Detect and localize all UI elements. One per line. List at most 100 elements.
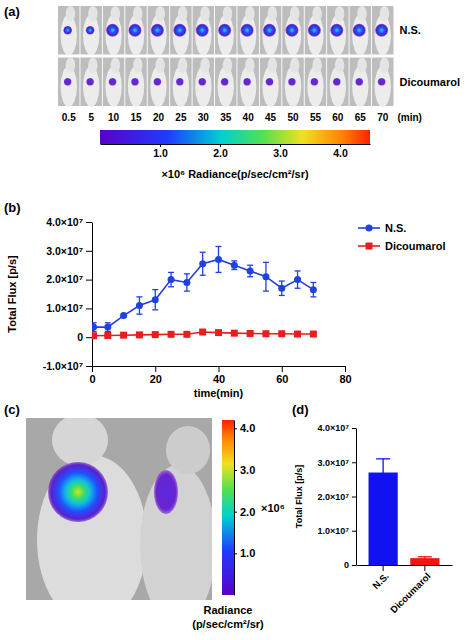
photo-background: [148, 6, 170, 54]
mouse-head: [66, 6, 75, 22]
mouse-head: [200, 6, 209, 22]
tick-mark: [352, 497, 356, 498]
mouse-head: [268, 58, 277, 74]
tick: 40: [213, 366, 225, 385]
error-bar: [263, 262, 269, 291]
tick-label: 1.0: [240, 547, 255, 559]
mouse-head: [133, 58, 142, 74]
photo: [26, 418, 212, 600]
photo-background: [305, 58, 327, 106]
marker: [136, 302, 143, 309]
photo-background: [215, 6, 237, 54]
error-bar: [216, 246, 222, 272]
mouse-image: [148, 6, 170, 55]
legend-label: N.S.: [385, 222, 406, 234]
tick: 0: [344, 560, 356, 570]
mouse-image: [125, 58, 147, 107]
mouse-head: [111, 58, 120, 74]
luminescence-spot: [196, 24, 209, 37]
tick-mark: [86, 366, 92, 367]
mouse-head: [380, 6, 389, 22]
error-bar: [152, 290, 158, 310]
mouse-head: [312, 58, 321, 74]
panel-d: (d)01.0×10⁷2.0×10⁷3.0×10⁷4.0×10⁷N.S.Dico…: [292, 402, 453, 615]
photo-background: [193, 6, 215, 54]
photo-background: [148, 58, 170, 106]
mouse-image: [170, 6, 192, 55]
luminescence-spot: [378, 78, 386, 86]
tick-label: 60: [276, 373, 288, 385]
tick-label: 3.0×10⁷: [318, 458, 350, 468]
mouse-image: [260, 58, 282, 107]
mouse-head: [245, 6, 254, 22]
mouse-head: [155, 58, 164, 74]
photo-background: [282, 58, 304, 106]
photo-background: [282, 6, 304, 54]
photo-background: [215, 58, 237, 106]
error-bar: [168, 272, 174, 286]
tick-label: 4.0×10⁷: [318, 423, 350, 433]
luminescence-spot: [333, 78, 341, 86]
luminescence-spot: [173, 24, 186, 37]
error-bar: [295, 271, 301, 288]
marker: [120, 332, 127, 339]
mouse-image: [350, 6, 372, 55]
time-label: 30: [198, 112, 210, 123]
mouse-head: [312, 6, 321, 22]
luminescence-spot: [176, 78, 184, 86]
tick-mark: [352, 531, 356, 532]
mouse-image: [237, 58, 259, 107]
luminescence-spot: [198, 78, 206, 86]
legend-marker: [366, 243, 373, 250]
axis: 0 1.0×10⁷ 2.0×10⁷ 3.0×10⁷ 4.0×10⁷: [318, 423, 357, 570]
luminescence-spot: [106, 24, 119, 37]
photo-background: [103, 6, 125, 54]
mouse-head: [66, 58, 75, 74]
tick-label: 4.0: [240, 422, 255, 434]
tick-label: 1.0×10⁷: [318, 526, 350, 536]
legend-label: Dicoumarol: [385, 240, 446, 252]
tick-label: 0: [344, 560, 349, 570]
axis-line: [101, 144, 371, 145]
tick-mark: [234, 553, 237, 554]
luminescence-spot: [154, 78, 162, 86]
marker: [278, 285, 285, 292]
photo-background: [80, 58, 102, 106]
marker: [247, 267, 254, 274]
tick-mark: [352, 565, 356, 566]
photo-background: [237, 6, 259, 54]
luminescence-spot: [129, 24, 142, 37]
tick-label: 0: [77, 331, 83, 343]
mouse-image: [237, 6, 259, 55]
mouse-image: [372, 58, 394, 107]
tick-label: 2.0: [213, 147, 228, 159]
marker: [310, 331, 317, 338]
axis-title: (min): [397, 112, 421, 123]
photo-background: [237, 58, 259, 106]
tick: 1.0: [153, 144, 168, 159]
luminescence-spot: [308, 24, 321, 37]
tick: 2.0×10⁷: [318, 492, 357, 502]
time-label: 20: [153, 112, 165, 123]
mouse-image: [372, 6, 394, 55]
tick: 3.0: [234, 464, 255, 476]
colorbar: [100, 130, 370, 144]
time-label: 35: [220, 112, 232, 123]
mouse-head: [111, 6, 120, 22]
tick-mark: [352, 428, 356, 429]
colorbar-title: Radiance(p/sec/cm²/sr): [192, 604, 264, 630]
photo-background: [103, 58, 125, 106]
marker: [278, 330, 285, 337]
mouse-head: [290, 6, 299, 22]
marker: [136, 331, 143, 338]
photo-background: [170, 58, 192, 106]
mouse-image: [305, 6, 327, 55]
photo-background: [260, 58, 282, 106]
time-label: 25: [175, 112, 187, 123]
error-bar: [184, 274, 190, 291]
time-label: 50: [287, 112, 299, 123]
tick: 0: [89, 366, 95, 385]
mouse-image: [327, 6, 349, 55]
tick: 1.0×10⁷: [46, 302, 92, 314]
photo-background: [58, 58, 80, 106]
